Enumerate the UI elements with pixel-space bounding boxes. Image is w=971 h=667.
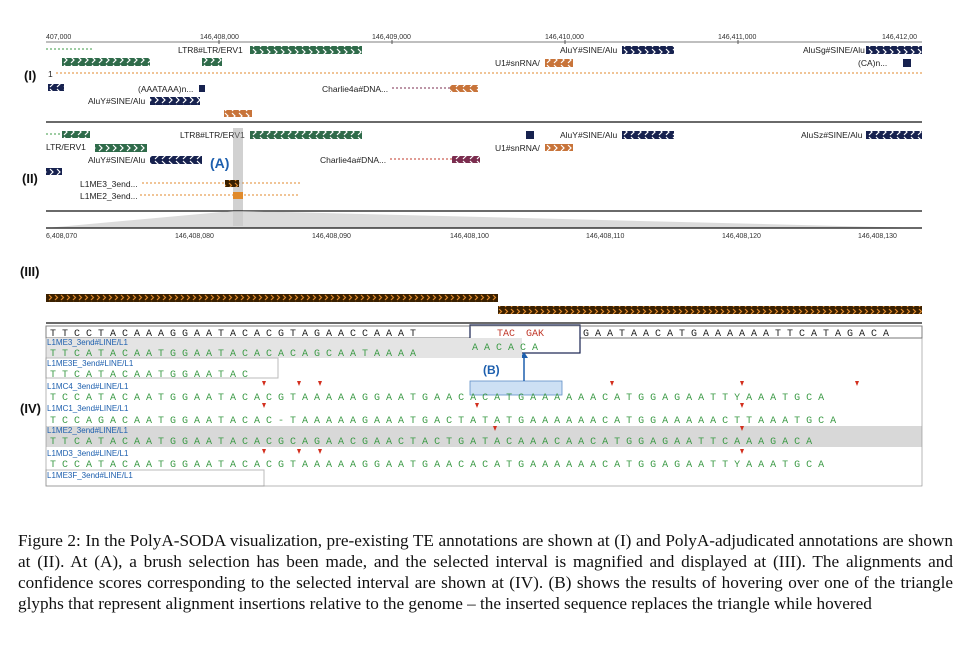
panel-label-three: (III)	[20, 264, 40, 279]
top-axis-tick: 146,409,000	[372, 34, 411, 41]
alignment-row: L1MD3_3end#LINE/L1 T C C A T A C A A T G…	[47, 449, 824, 471]
annotation-bar	[150, 156, 202, 164]
annotation-bar	[866, 46, 922, 54]
panel-label-four: (IV)	[20, 401, 41, 416]
annotation-bar	[95, 144, 147, 152]
annotation-bar	[250, 131, 362, 139]
zoom-axis-tick: 146,408,120	[722, 233, 761, 240]
alignment-row: L1ME3F_3end#LINE/L1	[45, 469, 265, 487]
row-label: L1ME2_3end#LINE/L1	[47, 426, 129, 435]
row-label: L1MD3_3end#LINE/L1	[47, 449, 129, 458]
annotation-bar	[202, 58, 222, 66]
panel-label-one: (I)	[24, 68, 36, 83]
zoom-bar	[498, 306, 922, 314]
annotation-bar	[250, 46, 362, 54]
panel-three: 6,408,070 146,408,080 146,408,090 146,40…	[20, 227, 922, 324]
annotation-label: AluY#SINE/Alu	[560, 45, 617, 55]
top-axis-tick: 146,411,000	[718, 34, 757, 41]
annotation-label: L1ME3_3end...	[80, 179, 138, 189]
annotation-label: U1#snRNA/	[495, 58, 541, 68]
annotation-bar	[866, 131, 922, 139]
annotation-bar	[150, 97, 200, 105]
row-sequence: T T C A T A C A A T G G A A T A C A C A …	[50, 349, 416, 360]
row-sequence: T T C A T A C A A T G G A A T A C	[50, 370, 248, 381]
zoom-axis-tick: 146,408,130	[858, 233, 897, 240]
row-label: L1ME3F_3end#LINE/L1	[47, 471, 133, 480]
annotation-bar	[225, 180, 239, 187]
zoom-axis-tick: 146,408,090	[312, 233, 351, 240]
annotation-bar	[224, 110, 252, 117]
zoom-axis-tick: 6,408,070	[46, 233, 77, 240]
row-label: L1ME3_3end#LINE/L1	[47, 338, 129, 347]
row-sequence: T C C A G A C A A T G G A A T A C A C - …	[50, 416, 836, 427]
annotation-label: LTR/ERV1	[46, 142, 86, 152]
annotation-bar	[46, 168, 62, 175]
top-axis: 407,000 146,408,000 146,409,000 146,410,…	[46, 34, 922, 44]
annotation-label: 1	[48, 69, 53, 79]
zoom-connector	[46, 211, 922, 228]
row-sequence: A A C A C A	[472, 343, 538, 354]
row-sequence: T C C A T A C A A T G G A A T A C A C G …	[50, 460, 824, 471]
row-sequence: T C C A T A C A A T G G A A T A C A C G …	[50, 393, 824, 404]
zoom-axis-tick: 146,408,100	[450, 233, 489, 240]
zoom-axis-tick: 146,408,110	[586, 233, 625, 240]
top-axis-tick: 146,410,000	[545, 34, 584, 41]
row-sequence: T T C A T A C A A T G G A A T A C A C G …	[50, 437, 812, 448]
annotation-bar	[48, 84, 64, 91]
callout-b: (B)	[483, 363, 500, 377]
annotation-bar	[62, 58, 150, 66]
panel-two: (II) LTR8#LTR/ERV1 AluY#SINE/Alu AluSz#S…	[22, 128, 922, 226]
figure-caption: Figure 2: In the PolyA-SODA visualizatio…	[18, 531, 953, 613]
alignment-row: L1ME3_3end#LINE/L1 T T C A T A C A A T G…	[46, 338, 538, 360]
brush-selection	[233, 128, 243, 226]
zoom-axis-tick: 146,408,080	[175, 233, 214, 240]
annotation-bar	[622, 131, 674, 139]
annotation-bar	[622, 46, 674, 54]
annotation-label: Charlie4a#DNA...	[320, 155, 386, 165]
panel-four: (IV) T T C C T A C A A A G G A A T A C A…	[20, 324, 923, 487]
alignment-row: L1MC4_3end#LINE/L1 T C C A T A C A A T G…	[47, 381, 859, 404]
annotation-bar	[233, 192, 243, 199]
annotation-label: U1#snRNA/	[495, 143, 541, 153]
panel-one: (I) LTR8#LTR/ERV1 AluY#SINE/Alu AluSg#SI…	[24, 45, 922, 123]
insertion-triangle	[262, 381, 859, 386]
highlight-box	[469, 380, 563, 396]
hover-insert-text: GAK	[526, 329, 544, 340]
row-label: L1MC1_3end#LINE/L1	[47, 404, 129, 413]
annotation-label: LTR8#LTR/ERV1	[180, 130, 245, 140]
hover-insert-text: TAC	[497, 329, 515, 340]
annotation-bar	[903, 59, 911, 67]
figure-canvas: 407,000 146,408,000 146,409,000 146,410,…	[20, 34, 923, 487]
alignment-row: L1MC1_3end#LINE/L1 T C C A G A C A A T G…	[47, 403, 836, 427]
annotation-label: (CA)n...	[858, 58, 887, 68]
top-axis-tick: 146,408,000	[200, 34, 239, 41]
row-label: L1MC4_3end#LINE/L1	[47, 382, 129, 391]
annotation-label: AluSz#SINE/Alu	[801, 130, 863, 140]
annotation-label: LTR8#LTR/ERV1	[178, 45, 243, 55]
annotation-bar	[450, 85, 478, 92]
genome-sequence: T T C C T A C A A A G G A A T A C A C G …	[50, 329, 416, 340]
alignment-row: L1ME2_3end#LINE/L1 T T C A T A C A A T G…	[46, 426, 922, 448]
annotation-label: (AAATAAA)n...	[138, 84, 193, 94]
row-label: L1ME3E_3end#LINE/L1	[47, 359, 134, 368]
panel-label-two: (II)	[22, 171, 38, 186]
annotation-label: Charlie4a#DNA...	[322, 84, 388, 94]
annotation-bar	[545, 144, 573, 151]
insertion-triangle	[262, 449, 744, 454]
top-axis-tick: 407,000	[46, 34, 71, 41]
annotation-label: L1ME2_3end...	[80, 191, 138, 201]
annotation-bar	[62, 131, 90, 138]
annotation-label: AluY#SINE/Alu	[88, 96, 145, 106]
annotation-label: AluY#SINE/Alu	[560, 130, 617, 140]
callout-a: (A)	[210, 155, 229, 171]
annotation-label: AluSg#SINE/Alu	[803, 45, 865, 55]
annotation-bar	[545, 59, 573, 67]
alignment-row: L1ME3E_3end#LINE/L1 T T C A T A C A A T …	[45, 357, 279, 381]
top-axis-tick: 146,412,00	[882, 34, 917, 41]
zoom-bar	[46, 294, 498, 302]
genome-sequence: G A A T A A C A T G A A A A A A T T C A …	[583, 329, 889, 340]
annotation-label: AluY#SINE/Alu	[88, 155, 145, 165]
annotation-bar	[452, 156, 480, 163]
